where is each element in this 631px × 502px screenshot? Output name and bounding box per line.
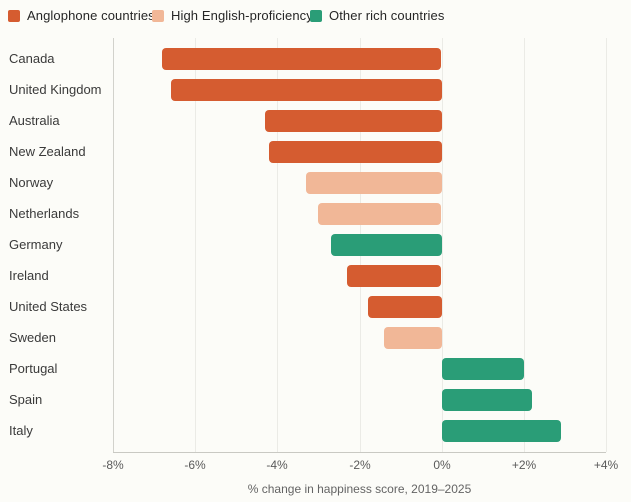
category-label-portugal: Portugal [9, 361, 58, 376]
bar-germany [331, 234, 442, 256]
gridline-0% [442, 38, 443, 452]
x-axis-line [113, 452, 606, 453]
bar-united-kingdom [171, 79, 442, 101]
x-tick--4%: -4% [266, 458, 288, 472]
high-english-swatch-icon [152, 9, 164, 22]
gridline--4% [277, 38, 278, 452]
category-label-united-kingdom: United Kingdom [9, 82, 102, 97]
x-axis-title: % change in happiness score, 2019–2025 [247, 482, 472, 496]
x-tick--2%: -2% [349, 458, 371, 472]
category-label-netherlands: Netherlands [9, 206, 80, 221]
category-label-spain: Spain [9, 392, 43, 407]
anglophone-swatch-icon [8, 9, 20, 22]
bar-canada [162, 48, 441, 70]
legend: Anglophone countries High English-profic… [0, 8, 631, 24]
bar-portugal [442, 358, 524, 380]
category-label-norway: Norway [9, 175, 54, 190]
gridline--6% [195, 38, 196, 452]
x-tick-+2%: +2% [511, 458, 537, 472]
category-label-sweden: Sweden [9, 330, 56, 345]
legend-item-high-english: High English-proficiency [152, 8, 313, 23]
category-label-new-zealand: New Zealand [9, 144, 86, 159]
bar-norway [306, 172, 442, 194]
gridline-+2% [524, 38, 525, 452]
legend-label: Anglophone countries [27, 8, 155, 23]
category-label-australia: Australia [9, 113, 60, 128]
bar-italy [442, 420, 561, 442]
gridline-+4% [606, 38, 607, 452]
legend-label: Other rich countries [329, 8, 445, 23]
legend-item-anglophone: Anglophone countries [8, 8, 155, 23]
gridline--8% [113, 38, 114, 452]
x-tick--8%: -8% [102, 458, 124, 472]
bar-sweden [384, 327, 442, 349]
x-tick-0%: 0% [433, 458, 451, 472]
bar-new-zealand [269, 141, 442, 163]
bar-spain [442, 389, 532, 411]
bar-netherlands [318, 203, 441, 225]
x-tick--6%: -6% [184, 458, 206, 472]
category-label-ireland: Ireland [9, 268, 49, 283]
category-label-germany: Germany [9, 237, 63, 252]
bar-united-states [368, 296, 442, 318]
other-rich-swatch-icon [310, 9, 322, 22]
category-label-united-states: United States [9, 299, 88, 314]
category-label-canada: Canada [9, 51, 55, 66]
category-label-italy: Italy [9, 423, 33, 438]
bar-ireland [347, 265, 441, 287]
bar-australia [265, 110, 442, 132]
legend-label: High English-proficiency [171, 8, 313, 23]
legend-item-other-rich: Other rich countries [310, 8, 444, 23]
x-tick-+4%: +4% [593, 458, 619, 472]
